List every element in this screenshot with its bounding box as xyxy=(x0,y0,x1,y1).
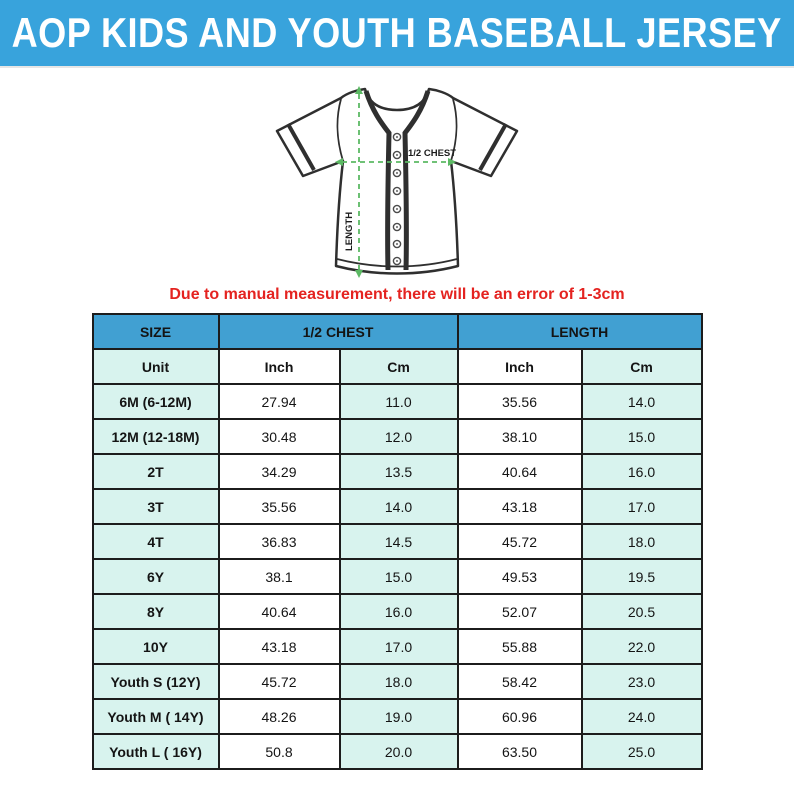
size-cell: Youth M ( 14Y) xyxy=(91,698,220,735)
length-cm-cell: 14.0 xyxy=(580,383,703,420)
chest-inch-cell: 36.83 xyxy=(217,523,341,560)
length-inch-cell: 60.96 xyxy=(456,698,583,735)
table-row: 3T 35.56 14.0 43.18 17.0 xyxy=(91,488,703,525)
size-chart-table: SIZE 1/2 CHEST LENGTH Unit Inch Cm Inch … xyxy=(91,313,703,770)
length-measure-arrow xyxy=(355,86,363,278)
table-row: 6Y 38.1 15.0 49.53 19.5 xyxy=(91,558,703,595)
chest-cm-cell: 18.0 xyxy=(338,663,459,700)
size-cell: 2T xyxy=(91,453,220,490)
size-cell: 12M (12-18M) xyxy=(91,418,220,455)
table-row: 2T 34.29 13.5 40.64 16.0 xyxy=(91,453,703,490)
chest-inch-cell: 34.29 xyxy=(217,453,341,490)
length-cm-cell: 22.0 xyxy=(580,628,703,665)
chest-cm-cell: 19.0 xyxy=(338,698,459,735)
jersey-illustration: 1/2 CHEST LENGTH xyxy=(275,86,519,278)
table-header-row: SIZE 1/2 CHEST LENGTH xyxy=(91,313,703,350)
length-cm-header: Cm xyxy=(580,348,703,385)
table-row: 12M (12-18M) 30.48 12.0 38.10 15.0 xyxy=(91,418,703,455)
col-header-length: LENGTH xyxy=(456,313,703,350)
chest-label: 1/2 CHEST xyxy=(408,148,456,159)
length-inch-cell: 52.07 xyxy=(456,593,583,630)
unit-row: Unit Inch Cm Inch Cm xyxy=(91,348,703,385)
jersey-seams xyxy=(336,98,458,268)
page-title: AOP KIDS AND YOUTH BASEBALL JERSEY xyxy=(12,9,782,56)
jersey-diagram-section: 1/2 CHEST LENGTH xyxy=(0,68,794,284)
size-cell: 6M (6-12M) xyxy=(91,383,220,420)
chest-measure-arrow xyxy=(335,158,456,166)
unit-label-cell: Unit xyxy=(91,348,220,385)
chest-inch-cell: 50.8 xyxy=(217,733,341,770)
length-cm-cell: 17.0 xyxy=(580,488,703,525)
length-cm-cell: 24.0 xyxy=(580,698,703,735)
length-cm-cell: 23.0 xyxy=(580,663,703,700)
length-inch-cell: 55.88 xyxy=(456,628,583,665)
chest-inch-cell: 48.26 xyxy=(217,698,341,735)
buttons xyxy=(392,132,402,266)
length-cm-cell: 25.0 xyxy=(580,733,703,770)
size-cell: 10Y xyxy=(91,628,220,665)
length-inch-cell: 58.42 xyxy=(456,663,583,700)
chest-cm-cell: 16.0 xyxy=(338,593,459,630)
chest-inch-cell: 27.94 xyxy=(217,383,341,420)
chest-inch-cell: 38.1 xyxy=(217,558,341,595)
banner-header: AOP KIDS AND YOUTH BASEBALL JERSEY xyxy=(0,0,794,68)
size-cell: 8Y xyxy=(91,593,220,630)
chest-cm-cell: 14.5 xyxy=(338,523,459,560)
chest-inch-cell: 35.56 xyxy=(217,488,341,525)
table-row: Youth S (12Y) 45.72 18.0 58.42 23.0 xyxy=(91,663,703,700)
col-header-size: SIZE xyxy=(91,313,220,350)
size-cell: 3T xyxy=(91,488,220,525)
length-cm-cell: 19.5 xyxy=(580,558,703,595)
table-row: 6M (6-12M) 27.94 11.0 35.56 14.0 xyxy=(91,383,703,420)
chest-inch-header: Inch xyxy=(217,348,341,385)
length-inch-cell: 43.18 xyxy=(456,488,583,525)
col-header-chest: 1/2 CHEST xyxy=(217,313,459,350)
table-row: 10Y 43.18 17.0 55.88 22.0 xyxy=(91,628,703,665)
length-inch-cell: 63.50 xyxy=(456,733,583,770)
placket-trim xyxy=(363,90,431,271)
size-cell: 6Y xyxy=(91,558,220,595)
table-row: 4T 36.83 14.5 45.72 18.0 xyxy=(91,523,703,560)
length-inch-cell: 45.72 xyxy=(456,523,583,560)
chest-cm-cell: 14.0 xyxy=(338,488,459,525)
length-label: LENGTH xyxy=(344,212,355,251)
table-row: Youth M ( 14Y) 48.26 19.0 60.96 24.0 xyxy=(91,698,703,735)
length-cm-cell: 20.5 xyxy=(580,593,703,630)
size-cell: Youth S (12Y) xyxy=(91,663,220,700)
measurement-note: Due to manual measurement, there will be… xyxy=(169,286,625,303)
chest-cm-cell: 13.5 xyxy=(338,453,459,490)
length-inch-cell: 49.53 xyxy=(456,558,583,595)
chest-cm-header: Cm xyxy=(338,348,459,385)
chest-cm-cell: 17.0 xyxy=(338,628,459,665)
chest-inch-cell: 43.18 xyxy=(217,628,341,665)
length-inch-header: Inch xyxy=(456,348,583,385)
chest-cm-cell: 20.0 xyxy=(338,733,459,770)
table-row: Youth L ( 16Y) 50.8 20.0 63.50 25.0 xyxy=(91,733,703,770)
length-cm-cell: 18.0 xyxy=(580,523,703,560)
chest-inch-cell: 45.72 xyxy=(217,663,341,700)
size-cell: 4T xyxy=(91,523,220,560)
chest-inch-cell: 30.48 xyxy=(217,418,341,455)
chest-cm-cell: 15.0 xyxy=(338,558,459,595)
length-inch-cell: 38.10 xyxy=(456,418,583,455)
length-inch-cell: 40.64 xyxy=(456,453,583,490)
table-row: 8Y 40.64 16.0 52.07 20.5 xyxy=(91,593,703,630)
length-cm-cell: 15.0 xyxy=(580,418,703,455)
chest-inch-cell: 40.64 xyxy=(217,593,341,630)
button-holes xyxy=(395,135,399,263)
length-cm-cell: 16.0 xyxy=(580,453,703,490)
chest-cm-cell: 11.0 xyxy=(338,383,459,420)
chest-cm-cell: 12.0 xyxy=(338,418,459,455)
sleeve-stripe xyxy=(286,123,508,171)
length-inch-cell: 35.56 xyxy=(456,383,583,420)
size-cell: Youth L ( 16Y) xyxy=(91,733,220,770)
